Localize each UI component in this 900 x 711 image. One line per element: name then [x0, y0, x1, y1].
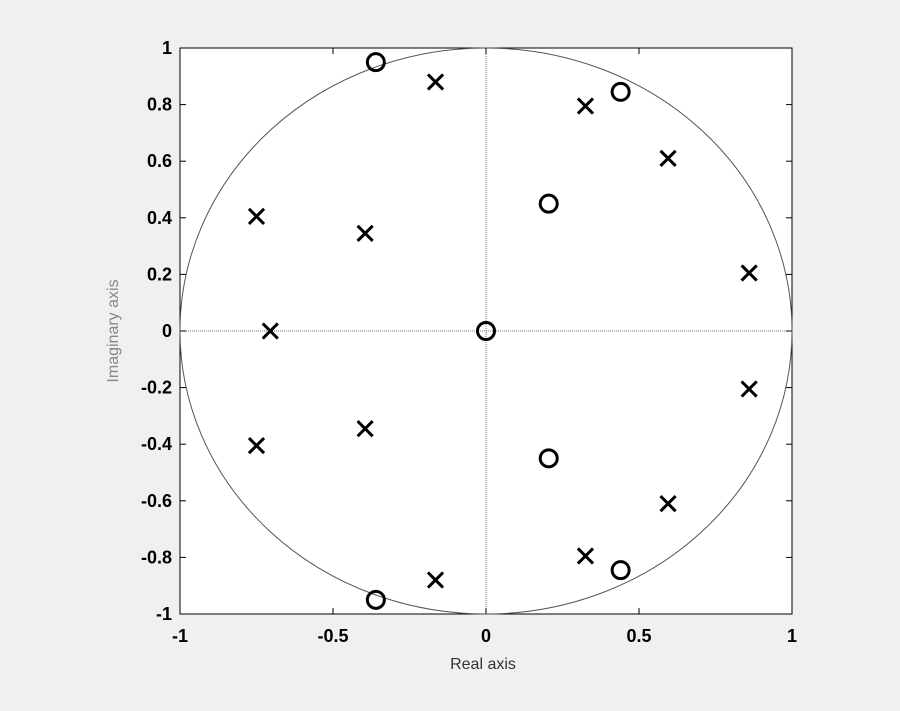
- zero-marker: [365, 589, 386, 610]
- pole-marker: [576, 97, 595, 115]
- zero-marker: [538, 193, 559, 214]
- pole-marker: [426, 571, 445, 589]
- x-axis-label: Real axis: [450, 656, 516, 673]
- zero-marker: [610, 560, 631, 581]
- y-tick-label: -1: [156, 604, 172, 624]
- x-tick-label: 1: [787, 626, 797, 646]
- pole-marker: [261, 322, 279, 340]
- zero-marker: [610, 81, 631, 102]
- zero-marker: [476, 321, 496, 341]
- pole-marker: [659, 149, 677, 167]
- y-tick-label: 0.2: [147, 264, 172, 284]
- y-tick-label: -0.2: [141, 378, 172, 398]
- pole-marker: [659, 495, 677, 513]
- pole-marker: [356, 420, 374, 438]
- y-tick-label: 0.4: [147, 208, 172, 228]
- y-tick-label: 0.8: [147, 95, 172, 115]
- y-tick-label: -0.8: [141, 547, 172, 567]
- pole-marker: [740, 380, 758, 398]
- x-tick-label: 0: [481, 626, 491, 646]
- x-tick-label: -0.5: [317, 626, 348, 646]
- pole-marker: [740, 264, 758, 282]
- zero-marker: [365, 52, 386, 73]
- pole-marker: [356, 224, 374, 242]
- y-tick-label: 0: [162, 321, 172, 341]
- y-tick-label: -0.6: [141, 491, 172, 511]
- chart-marks: -1 -0.5 0 0.5 1 -1 -0.8 -0.6 -0.4 -0.2 0 0.2 0.4 0.6 0…: [141, 38, 797, 646]
- pole-marker: [576, 547, 595, 565]
- y-tick-label: 1: [162, 38, 172, 58]
- y-tick-label: 0.6: [147, 151, 172, 171]
- y-axis-label: Imaginary axis: [105, 279, 122, 382]
- pole-marker: [247, 207, 266, 226]
- pole-marker: [247, 436, 266, 455]
- y-tick-label: -0.4: [141, 434, 172, 454]
- x-tick-label: -1: [172, 626, 188, 646]
- zero-marker: [538, 448, 559, 469]
- pole-marker: [426, 73, 445, 91]
- x-tick-label: 0.5: [626, 626, 651, 646]
